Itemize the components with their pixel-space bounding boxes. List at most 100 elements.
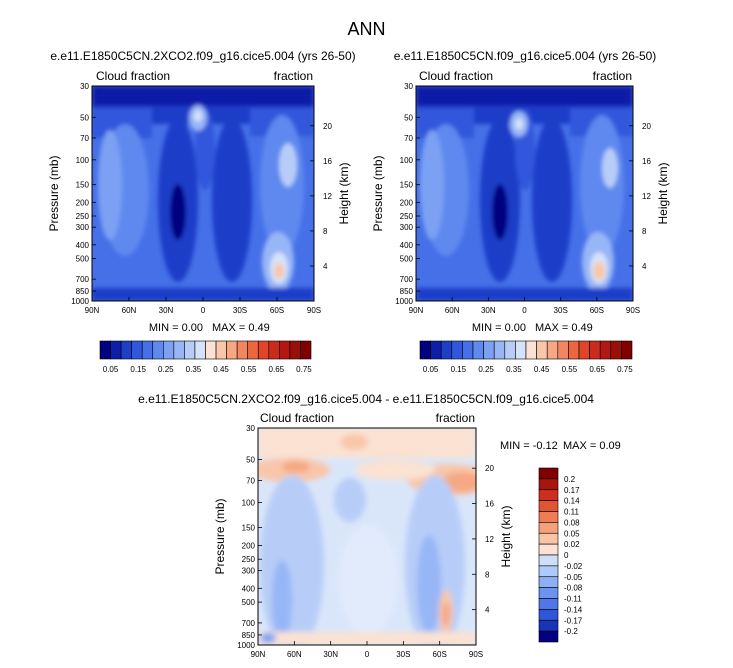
- panel-1-colorbar-swatch: [110, 340, 122, 360]
- panel-3-min: MIN = -0.12: [500, 440, 558, 452]
- panel-2-colorbar-label: 0.45: [534, 365, 550, 374]
- panel-1-colorbar-swatch: [99, 340, 111, 360]
- panel-2-colorbar-swatch: [610, 340, 622, 360]
- panel-2-contour-field: [416, 86, 633, 301]
- panel-3-y2-tick-label: 12: [485, 535, 494, 544]
- panel-1-colorbar-swatch: [163, 340, 175, 360]
- panel-3-colorbar-swatch: [538, 500, 559, 512]
- panel-1-right-label: fraction: [274, 69, 313, 83]
- panel-1-colorbar-swatch: [152, 340, 164, 360]
- panel-3-y-tick-label: 300: [242, 566, 256, 575]
- panel-3-y-tick-label: 850: [242, 631, 256, 640]
- panel-1-colorbar-swatch: [279, 340, 291, 360]
- panel-3-colorbar-label: 0.17: [564, 486, 580, 495]
- panel-3-colorbar-swatch: [538, 619, 559, 632]
- panel-2-colorbar-swatch: [472, 340, 484, 360]
- panel-2-colorbar-swatch: [546, 340, 559, 360]
- panel-1-colorbar-label: 0.15: [130, 365, 146, 374]
- panel-2-y-tick-label: 100: [400, 156, 414, 165]
- panel-3-colorbar: 0.2 0.17 0.14 0.110.08 0.05 0.02 0 -0.02 -0.05 -0…: [538, 467, 583, 643]
- panel-3-colorbar-swatch: [538, 511, 559, 523]
- panel-3-colorbar-label: 0.02: [564, 540, 580, 549]
- panel-3-left-label: Cloud fraction: [260, 411, 334, 425]
- panel-3-colorbar-swatch: [538, 489, 559, 501]
- panel-2-y-tick-label: 200: [400, 198, 414, 207]
- panel-2-y-tick-label: 300: [400, 223, 414, 232]
- panel-2-colorbar-swatch: [578, 340, 590, 360]
- panel-2-y2-tick-label: 4: [642, 262, 647, 271]
- panel-2-y-tick-label: 250: [400, 212, 414, 221]
- panel-1-colorbar-swatch: [236, 340, 248, 360]
- panel-1-colorbar-label: 0.25: [158, 365, 174, 374]
- panel-2-y-tick-label: 30: [404, 82, 413, 91]
- panel-2-y2-tick-label: 16: [642, 157, 651, 166]
- panel-1-y2-tick-label: 4: [323, 262, 328, 271]
- panel-3-colorbar-label: -0.08: [564, 584, 583, 593]
- panel-3-y-tick-label: 30: [246, 424, 255, 433]
- panel-2-left-label: Cloud fraction: [419, 69, 493, 83]
- panel-3-y-tick-label: 200: [242, 541, 256, 550]
- panel-3-y-tick-label: 1000: [237, 641, 255, 650]
- panel-3-colorbar-swatch: [538, 565, 559, 578]
- panel-3-x-tick-label: 60N: [287, 650, 302, 659]
- panel-3-x-tick-label: 60S: [433, 650, 447, 659]
- panel-2-colorbar-swatch: [430, 340, 442, 360]
- panel-2-colorbar-label: 0.75: [617, 365, 633, 374]
- panel-3-colorbar-label: 0.11: [564, 508, 580, 517]
- panel-1-max: MAX = 0.49: [212, 322, 270, 334]
- panel-2-x-tick-label: 30S: [554, 306, 568, 315]
- panel-2-y-tick-label: 500: [400, 255, 414, 264]
- panel-3-colorbar-swatch: [538, 554, 559, 567]
- panel-3-colorbar-label: 0: [564, 551, 569, 560]
- panel-1-colorbar-swatch: [289, 340, 301, 360]
- panel-3-y-tick-label: 400: [242, 584, 256, 593]
- panel-3-colorbar-label: 0.08: [564, 518, 580, 527]
- panel-2-x-tick-label: 60S: [590, 306, 604, 315]
- panel-2-colorbar-swatch: [557, 340, 569, 360]
- panel-3-colorbar-swatch: [538, 467, 559, 480]
- panel-2-y2-tick-label: 8: [642, 227, 647, 236]
- panel-2-y2-tick-label: 12: [642, 192, 651, 201]
- panel-2-colorbar-swatch: [451, 340, 463, 360]
- panel-2-colorbar-swatch: [589, 340, 601, 360]
- panel-2-colorbar-swatch: [525, 340, 537, 360]
- panel-3-y-tick-label: 150: [242, 524, 256, 533]
- panel-3-y2-tick-label: 4: [485, 606, 490, 615]
- panel-3-colorbar-swatch: [538, 543, 559, 556]
- panel-1-x-tick-label: 30N: [159, 306, 174, 315]
- panel-1-colorbar-swatch: [300, 340, 312, 360]
- panel-1-colorbar-swatch: [247, 340, 259, 360]
- panel-2-colorbar-label: 0.65: [589, 365, 605, 374]
- panel-1-y-tick-label: 200: [76, 198, 90, 207]
- panel-3-colorbar-swatch: [538, 609, 559, 621]
- panel-1-x-tick-label: 60S: [270, 306, 284, 315]
- panel-2-colorbar-swatch: [599, 340, 612, 360]
- panel-3-colorbar-label: -0.11: [564, 595, 582, 604]
- panel-3-y2-tick-label: 8: [485, 570, 490, 579]
- panel-1-y2-tick-label: 12: [323, 192, 332, 201]
- panel-1-colorbar-swatch: [194, 340, 206, 360]
- panel-3-y2-tick-label: 16: [485, 500, 494, 509]
- panel-1-contour-field: [92, 86, 314, 301]
- panel-3-colorbar-swatch: [538, 587, 559, 599]
- panel-1-y-tick-label: 150: [76, 181, 90, 190]
- panel-2-colorbar-label: 0.25: [478, 365, 494, 374]
- panel-3-colorbar-label: -0.14: [564, 605, 583, 614]
- panel-1-y-axis-title: Pressure (mb): [47, 155, 61, 231]
- panel-2-y-tick-label: 400: [400, 241, 414, 250]
- panel-2-y2-axis-title: Height (km): [656, 162, 670, 224]
- panel-3-title: e.e11.E1850C5CN.2XCO2.f09_g16.cice5.004 …: [138, 392, 594, 406]
- panel-1-colorbar-swatch: [226, 340, 238, 360]
- panel-2-colorbar-swatch: [504, 340, 516, 360]
- panel-1-min: MIN = 0.00: [149, 322, 203, 334]
- panel-3-max: MAX = 0.09: [563, 440, 621, 452]
- panel-2-colorbar-label: 0.55: [562, 365, 578, 374]
- panel-2-max: MAX = 0.49: [535, 322, 593, 334]
- panel-2-colorbar-swatch: [515, 340, 527, 360]
- panel-2-y-tick-label: 700: [400, 275, 414, 284]
- panel-1-y-tick-label: 300: [76, 223, 90, 232]
- panel-1-y-tick-label: 250: [76, 212, 90, 221]
